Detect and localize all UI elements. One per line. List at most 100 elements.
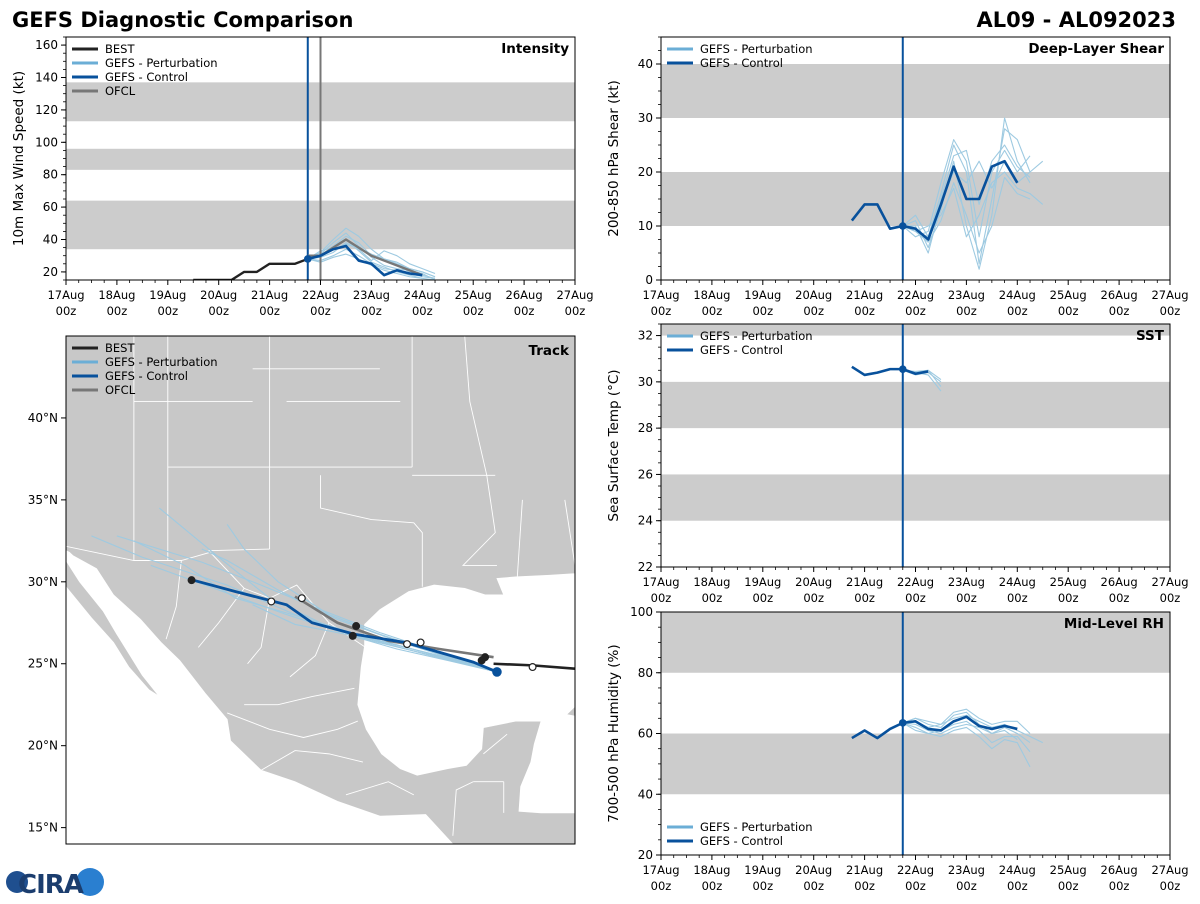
- x-tick-hour: 00z: [752, 304, 773, 318]
- x-tick-hour: 00z: [1109, 879, 1130, 893]
- x-tick-hour: 00z: [803, 591, 824, 605]
- x-tick-hour: 00z: [854, 304, 875, 318]
- y-tick-label: 120: [35, 103, 58, 117]
- map-border: [260, 750, 364, 771]
- map-border: [564, 499, 575, 566]
- x-tick-hour: 00z: [56, 304, 77, 318]
- init-marker: [303, 255, 312, 263]
- panel-title: Track: [529, 343, 570, 359]
- x-tick-date: 21Aug: [251, 288, 288, 302]
- y-tick-label: 30: [638, 111, 653, 125]
- cira-logo-mark-left: [6, 871, 28, 893]
- x-tick-hour: 00z: [208, 304, 229, 318]
- y-axis-label: 200-850 hPa Shear (kt): [606, 80, 622, 237]
- y-tick-label: 60: [43, 200, 58, 214]
- track-point: [187, 576, 196, 585]
- x-tick-hour: 00z: [514, 304, 535, 318]
- x-tick-hour: 00z: [1160, 879, 1181, 893]
- x-tick-date: 20Aug: [795, 863, 832, 877]
- map-border: [345, 781, 415, 796]
- perturbation-line: [902, 720, 1031, 753]
- x-tick-date: 21Aug: [846, 575, 883, 589]
- perturbation-line: [307, 242, 436, 275]
- x-tick-date: 26Aug: [1101, 575, 1138, 589]
- x-tick-hour: 00z: [651, 304, 672, 318]
- track-point: [416, 638, 425, 647]
- land-cuba: [565, 705, 575, 717]
- legend-label: GEFS - Control: [105, 70, 188, 84]
- perturbation-line: [902, 711, 1031, 744]
- x-tick-date: 17Aug: [642, 863, 679, 877]
- map-border: [227, 712, 358, 738]
- perturbation-line: [902, 722, 1018, 741]
- x-tick-hour: 00z: [361, 304, 382, 318]
- map-border: [483, 733, 508, 755]
- x-tick-date: 18Aug: [693, 288, 730, 302]
- panel-intensity: 20 40 60 80 100 120 140 160 17Aug 00z 18Aug 00z 19Au…: [11, 36, 594, 318]
- legend-label: GEFS - Control: [105, 369, 188, 383]
- control-line: [851, 365, 929, 377]
- track-point: [267, 597, 276, 606]
- plot-area: [661, 324, 1170, 567]
- perturbation-line: [902, 176, 1031, 254]
- init-marker: [898, 719, 907, 727]
- x-tick-date: 27Aug: [1151, 863, 1188, 877]
- x-tick-hour: 00z: [1058, 879, 1079, 893]
- y-tick-label: 20: [638, 848, 653, 862]
- x-tick-date: 25Aug: [1050, 575, 1087, 589]
- panel-title: Deep-Layer Shear: [1028, 41, 1164, 57]
- x-tick-date: 24Aug: [404, 288, 441, 302]
- x-tick-date: 23Aug: [948, 863, 985, 877]
- panel-sst: 22 24 26 28 30 32 17Aug 00z 18Aug 00z 19Aug 00z 20Au…: [606, 323, 1189, 605]
- track-point: [352, 622, 361, 631]
- x-tick-date: 19Aug: [744, 575, 781, 589]
- control-line: [307, 244, 423, 277]
- x-tick-date: 25Aug: [1050, 288, 1087, 302]
- band: [661, 474, 1170, 521]
- x-tick-date: 18Aug: [693, 575, 730, 589]
- legend-label: GEFS - Control: [700, 343, 783, 357]
- x-tick-hour: 00z: [905, 304, 926, 318]
- x-tick-date: 22Aug: [897, 863, 934, 877]
- x-tick-hour: 00z: [752, 591, 773, 605]
- control-line: [851, 715, 1018, 740]
- x-tick-hour: 00z: [565, 304, 586, 318]
- x-tick-date: 27Aug: [556, 288, 593, 302]
- init-marker: [898, 222, 907, 230]
- y-tick-label: 20: [638, 165, 653, 179]
- perturbation-line: [902, 171, 1044, 238]
- legend-label: GEFS - Perturbation: [105, 56, 218, 70]
- y-tick-label: 80: [43, 168, 58, 182]
- x-tick-date: 26Aug: [1101, 863, 1138, 877]
- panels: 2040608010012014016017Aug00z18Aug00z19Au…: [11, 36, 1189, 893]
- lat-tick-label: 20°N: [28, 739, 58, 753]
- x-tick-hour: 00z: [803, 304, 824, 318]
- x-tick-hour: 00z: [854, 879, 875, 893]
- x-tick-date: 24Aug: [999, 575, 1036, 589]
- track-point: [297, 594, 306, 603]
- lat-tick-label: 40°N: [28, 411, 58, 425]
- y-tick-label: 60: [638, 727, 653, 741]
- x-tick-date: 26Aug: [1101, 288, 1138, 302]
- map-area: [66, 336, 575, 844]
- legend-label: GEFS - Perturbation: [700, 329, 813, 343]
- perturbation-line: [902, 139, 1031, 238]
- x-tick-hour: 00z: [1058, 304, 1079, 318]
- control-line: [850, 159, 1019, 241]
- x-tick-date: 27Aug: [1151, 288, 1188, 302]
- x-tick-hour: 00z: [1160, 591, 1181, 605]
- y-tick-label: 20: [43, 265, 58, 279]
- track-point: [528, 663, 537, 672]
- map-border: [516, 499, 523, 577]
- track-point: [403, 640, 412, 649]
- lat-tick-label: 35°N: [28, 493, 58, 507]
- x-tick-date: 21Aug: [846, 288, 883, 302]
- x-tick-hour: 00z: [803, 879, 824, 893]
- x-tick-hour: 00z: [1160, 304, 1181, 318]
- y-tick-label: 160: [35, 38, 58, 52]
- x-tick-date: 19Aug: [744, 288, 781, 302]
- y-axis-label: Sea Surface Temp (°C): [606, 369, 622, 521]
- legend-label: GEFS - Control: [700, 834, 783, 848]
- x-tick-hour: 00z: [702, 304, 723, 318]
